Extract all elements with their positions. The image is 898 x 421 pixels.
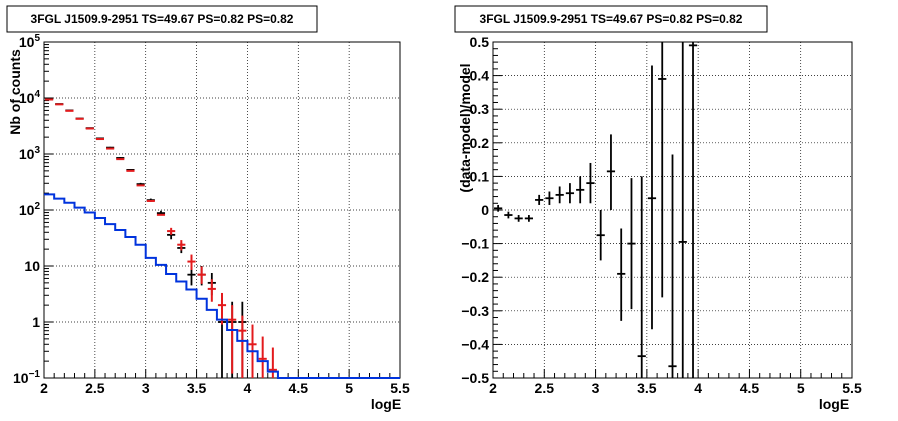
model-point [197, 266, 206, 284]
residual-point [504, 211, 513, 219]
x-tick-label: 3 [592, 380, 600, 396]
residual-point [637, 176, 646, 378]
x-tick-label: 2 [40, 380, 48, 396]
y-tick-label: 0 [481, 202, 489, 218]
residual-point [545, 191, 554, 205]
component-step-line [44, 193, 400, 379]
residual-point [596, 210, 605, 261]
residual-point [586, 162, 595, 204]
x-tick-label: 5.5 [390, 380, 410, 396]
x-tick-label: 5 [345, 380, 353, 396]
y-tick-label: −0.2 [461, 269, 489, 285]
y-tick-label: 0.2 [470, 135, 490, 151]
y-tick-label: 0.3 [470, 101, 490, 117]
model-point [268, 347, 277, 378]
chart-title: 3FGL J1509.9-2951 TS=49.67 PS=0.82 PS=0.… [480, 12, 743, 26]
x-tick-label: 5.5 [842, 380, 862, 396]
residual-point [514, 215, 523, 222]
x-tick-label: 4 [694, 380, 702, 396]
residual-point [555, 186, 564, 204]
chart-title: 3FGL J1509.9-2951 TS=49.67 PS=0.82 PS=0.… [31, 12, 294, 26]
model-point [167, 227, 176, 235]
y-tick-label: 104 [19, 89, 41, 106]
model-point [238, 315, 247, 378]
model-point [207, 279, 216, 302]
residual-point [576, 176, 585, 204]
y-tick-label: 103 [19, 145, 41, 162]
x-tick-label: 4.5 [289, 380, 309, 396]
residual-point [535, 194, 544, 205]
x-tick-label: 3 [142, 380, 150, 396]
x-tick-label: 4.5 [740, 380, 760, 396]
residual-point [494, 204, 503, 212]
residual-point [647, 65, 657, 330]
residual-point [678, 42, 687, 378]
y-axis-title: Nb of counts [7, 49, 23, 135]
chart-panel-1: 3FGL J1509.9-2951 TS=49.67 PS=0.82 PS=0.… [6, 5, 410, 412]
model-point [228, 305, 237, 374]
y-tick-label: −0.4 [461, 336, 489, 352]
y-tick-label: 0.4 [470, 68, 490, 84]
residual-point [688, 42, 698, 378]
y-tick-label: 105 [19, 33, 41, 50]
y-axis-title: (data-model)/model [457, 63, 473, 192]
x-tick-label: 4 [244, 380, 252, 396]
y-tick-label: −0.5 [461, 370, 489, 386]
x-tick-label: 2.5 [535, 380, 555, 396]
model-point [258, 336, 267, 378]
residual-point [565, 183, 575, 204]
chart-title-box [454, 5, 768, 33]
chart-title-box [6, 5, 318, 33]
y-tick-label: 102 [19, 201, 41, 218]
model-point [177, 240, 186, 251]
model-point [187, 254, 196, 270]
residual-point [617, 228, 626, 321]
y-tick-label: 1 [32, 314, 40, 330]
y-tick-label: 0.1 [470, 168, 490, 184]
x-tick-label: 3.5 [637, 380, 657, 396]
x-tick-label: 5 [797, 380, 805, 396]
chart-panel-2: 3FGL J1509.9-2951 TS=49.67 PS=0.82 PS=0.… [454, 5, 862, 412]
residual-point [524, 215, 534, 222]
x-axis-title: logE [371, 396, 401, 412]
residual-point [668, 154, 677, 378]
y-tick-label: 10−1 [13, 369, 40, 386]
y-tick-label: −0.1 [461, 236, 489, 252]
x-tick-label: 2.5 [85, 380, 105, 396]
x-axis-title: logE [819, 396, 849, 412]
y-tick-label: 10 [24, 258, 40, 274]
residual-point [627, 178, 636, 310]
residual-point [606, 134, 616, 210]
y-tick-label: −0.3 [461, 303, 489, 319]
y-tick-label: 0.5 [470, 34, 490, 50]
residual-point [658, 42, 667, 298]
x-tick-label: 3.5 [187, 380, 207, 396]
x-tick-label: 2 [489, 380, 497, 396]
